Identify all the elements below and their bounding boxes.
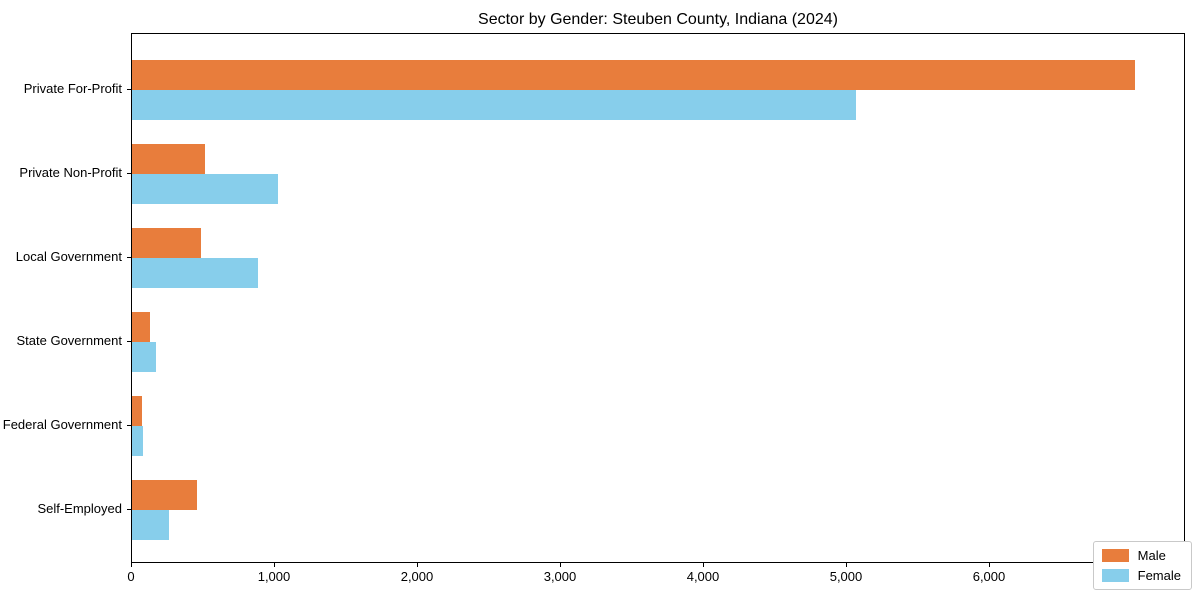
x-tick-label-2000: 2,000 — [400, 569, 434, 584]
bar-male-state-government — [132, 312, 150, 342]
bar-male-local-government — [132, 228, 201, 258]
bar-male-private-non-profit — [132, 144, 205, 174]
y-axis-label-local-government: Local Government — [15, 249, 122, 264]
y-axis-label-private-for-profit: Private For-Profit — [23, 81, 122, 96]
legend: Male Female — [1092, 541, 1192, 590]
legend-item-male: Male — [1101, 548, 1181, 563]
legend-item-female: Female — [1101, 568, 1181, 583]
x-tick-label-3000: 3,000 — [543, 569, 577, 584]
x-tick-mark — [703, 563, 704, 567]
plot-area — [131, 33, 1185, 563]
x-tick-label-4000: 4,000 — [686, 569, 720, 584]
y-tick-mark — [127, 341, 131, 342]
x-tick-mark — [131, 563, 132, 567]
x-tick-label-6000: 6,000 — [972, 569, 1006, 584]
x-tick-label-5000: 5,000 — [829, 569, 863, 584]
y-axis-label-self-employed: Self-Employed — [37, 501, 122, 516]
bar-female-local-government — [132, 258, 258, 288]
y-tick-mark — [127, 425, 131, 426]
bar-female-private-non-profit — [132, 174, 278, 204]
y-tick-mark — [127, 509, 131, 510]
x-tick-label-0: 0 — [127, 569, 135, 584]
y-axis-label-private-non-profit: Private Non-Profit — [19, 165, 122, 180]
y-tick-mark — [127, 257, 131, 258]
bar-female-state-government — [132, 342, 156, 372]
y-axis-label-federal-government: Federal Government — [2, 417, 122, 432]
x-tick-label-1000: 1,000 — [257, 569, 291, 584]
x-tick-mark — [274, 563, 275, 567]
legend-label-female: Female — [1137, 568, 1181, 583]
bar-male-federal-government — [132, 396, 142, 426]
legend-swatch-male — [1101, 549, 1129, 562]
bar-male-private-for-profit — [132, 60, 1135, 90]
x-tick-mark — [417, 563, 418, 567]
bar-male-self-employed — [132, 480, 197, 510]
y-tick-mark — [127, 89, 131, 90]
bar-female-federal-government — [132, 426, 143, 456]
x-tick-mark — [846, 563, 847, 567]
bar-female-private-for-profit — [132, 90, 856, 120]
x-tick-mark — [560, 563, 561, 567]
legend-label-male: Male — [1137, 548, 1166, 563]
x-tick-mark — [989, 563, 990, 567]
y-tick-mark — [127, 173, 131, 174]
y-axis-label-state-government: State Government — [16, 333, 123, 348]
bar-female-self-employed — [132, 510, 169, 540]
chart-title: Sector by Gender: Steuben County, Indian… — [478, 11, 838, 28]
legend-swatch-female — [1101, 569, 1129, 582]
